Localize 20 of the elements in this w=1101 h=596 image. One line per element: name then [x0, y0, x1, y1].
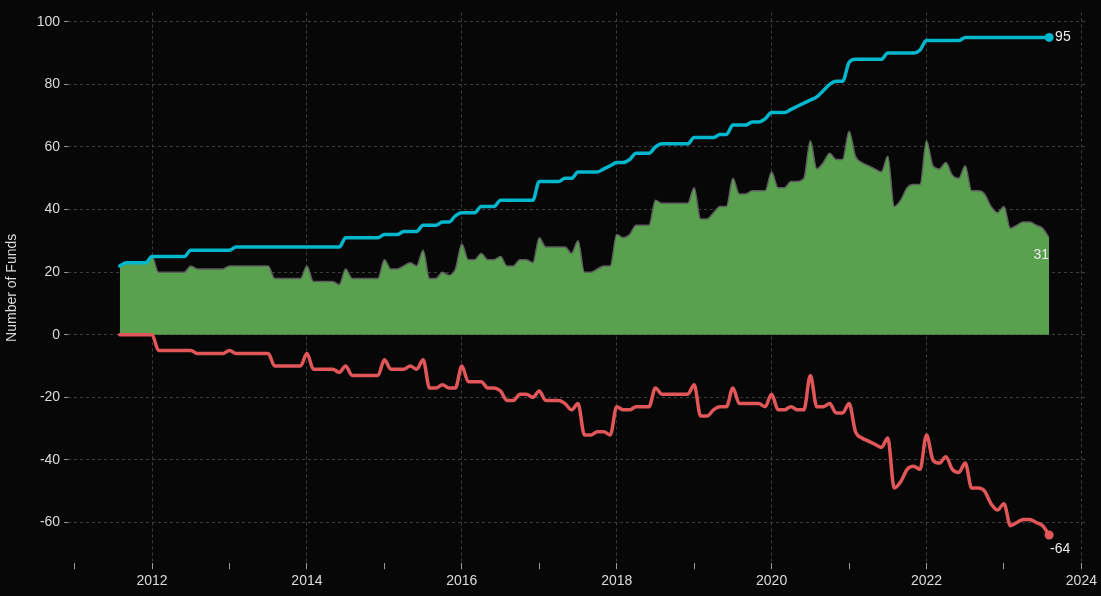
y-tick-label: -40 — [39, 450, 61, 467]
y-axis-title: Number of Funds — [3, 233, 20, 342]
x-tick-label: 2024 — [1065, 572, 1098, 589]
y-tick-label: 100 — [36, 12, 61, 29]
x-tick-label: 2022 — [910, 572, 943, 589]
x-tick-label: 2016 — [446, 572, 478, 589]
y-tick-label: 0 — [52, 325, 61, 342]
y-tick-label: -20 — [39, 388, 61, 405]
y-tick-label: 40 — [44, 200, 61, 217]
y-tick-label: 60 — [44, 137, 61, 154]
y-tick-label: 20 — [44, 263, 61, 280]
data-label: 95 — [1055, 28, 1071, 45]
x-tick-label: 2020 — [756, 572, 788, 589]
y-tick-label: -60 — [39, 513, 61, 530]
data-label: 31 — [1033, 245, 1050, 262]
data-label: -64 — [1050, 539, 1071, 556]
x-tick-label: 2012 — [136, 572, 168, 589]
y-tick-label: 80 — [44, 75, 61, 92]
x-tick-label: 2014 — [291, 572, 323, 589]
x-tick-label: 2018 — [601, 572, 633, 589]
